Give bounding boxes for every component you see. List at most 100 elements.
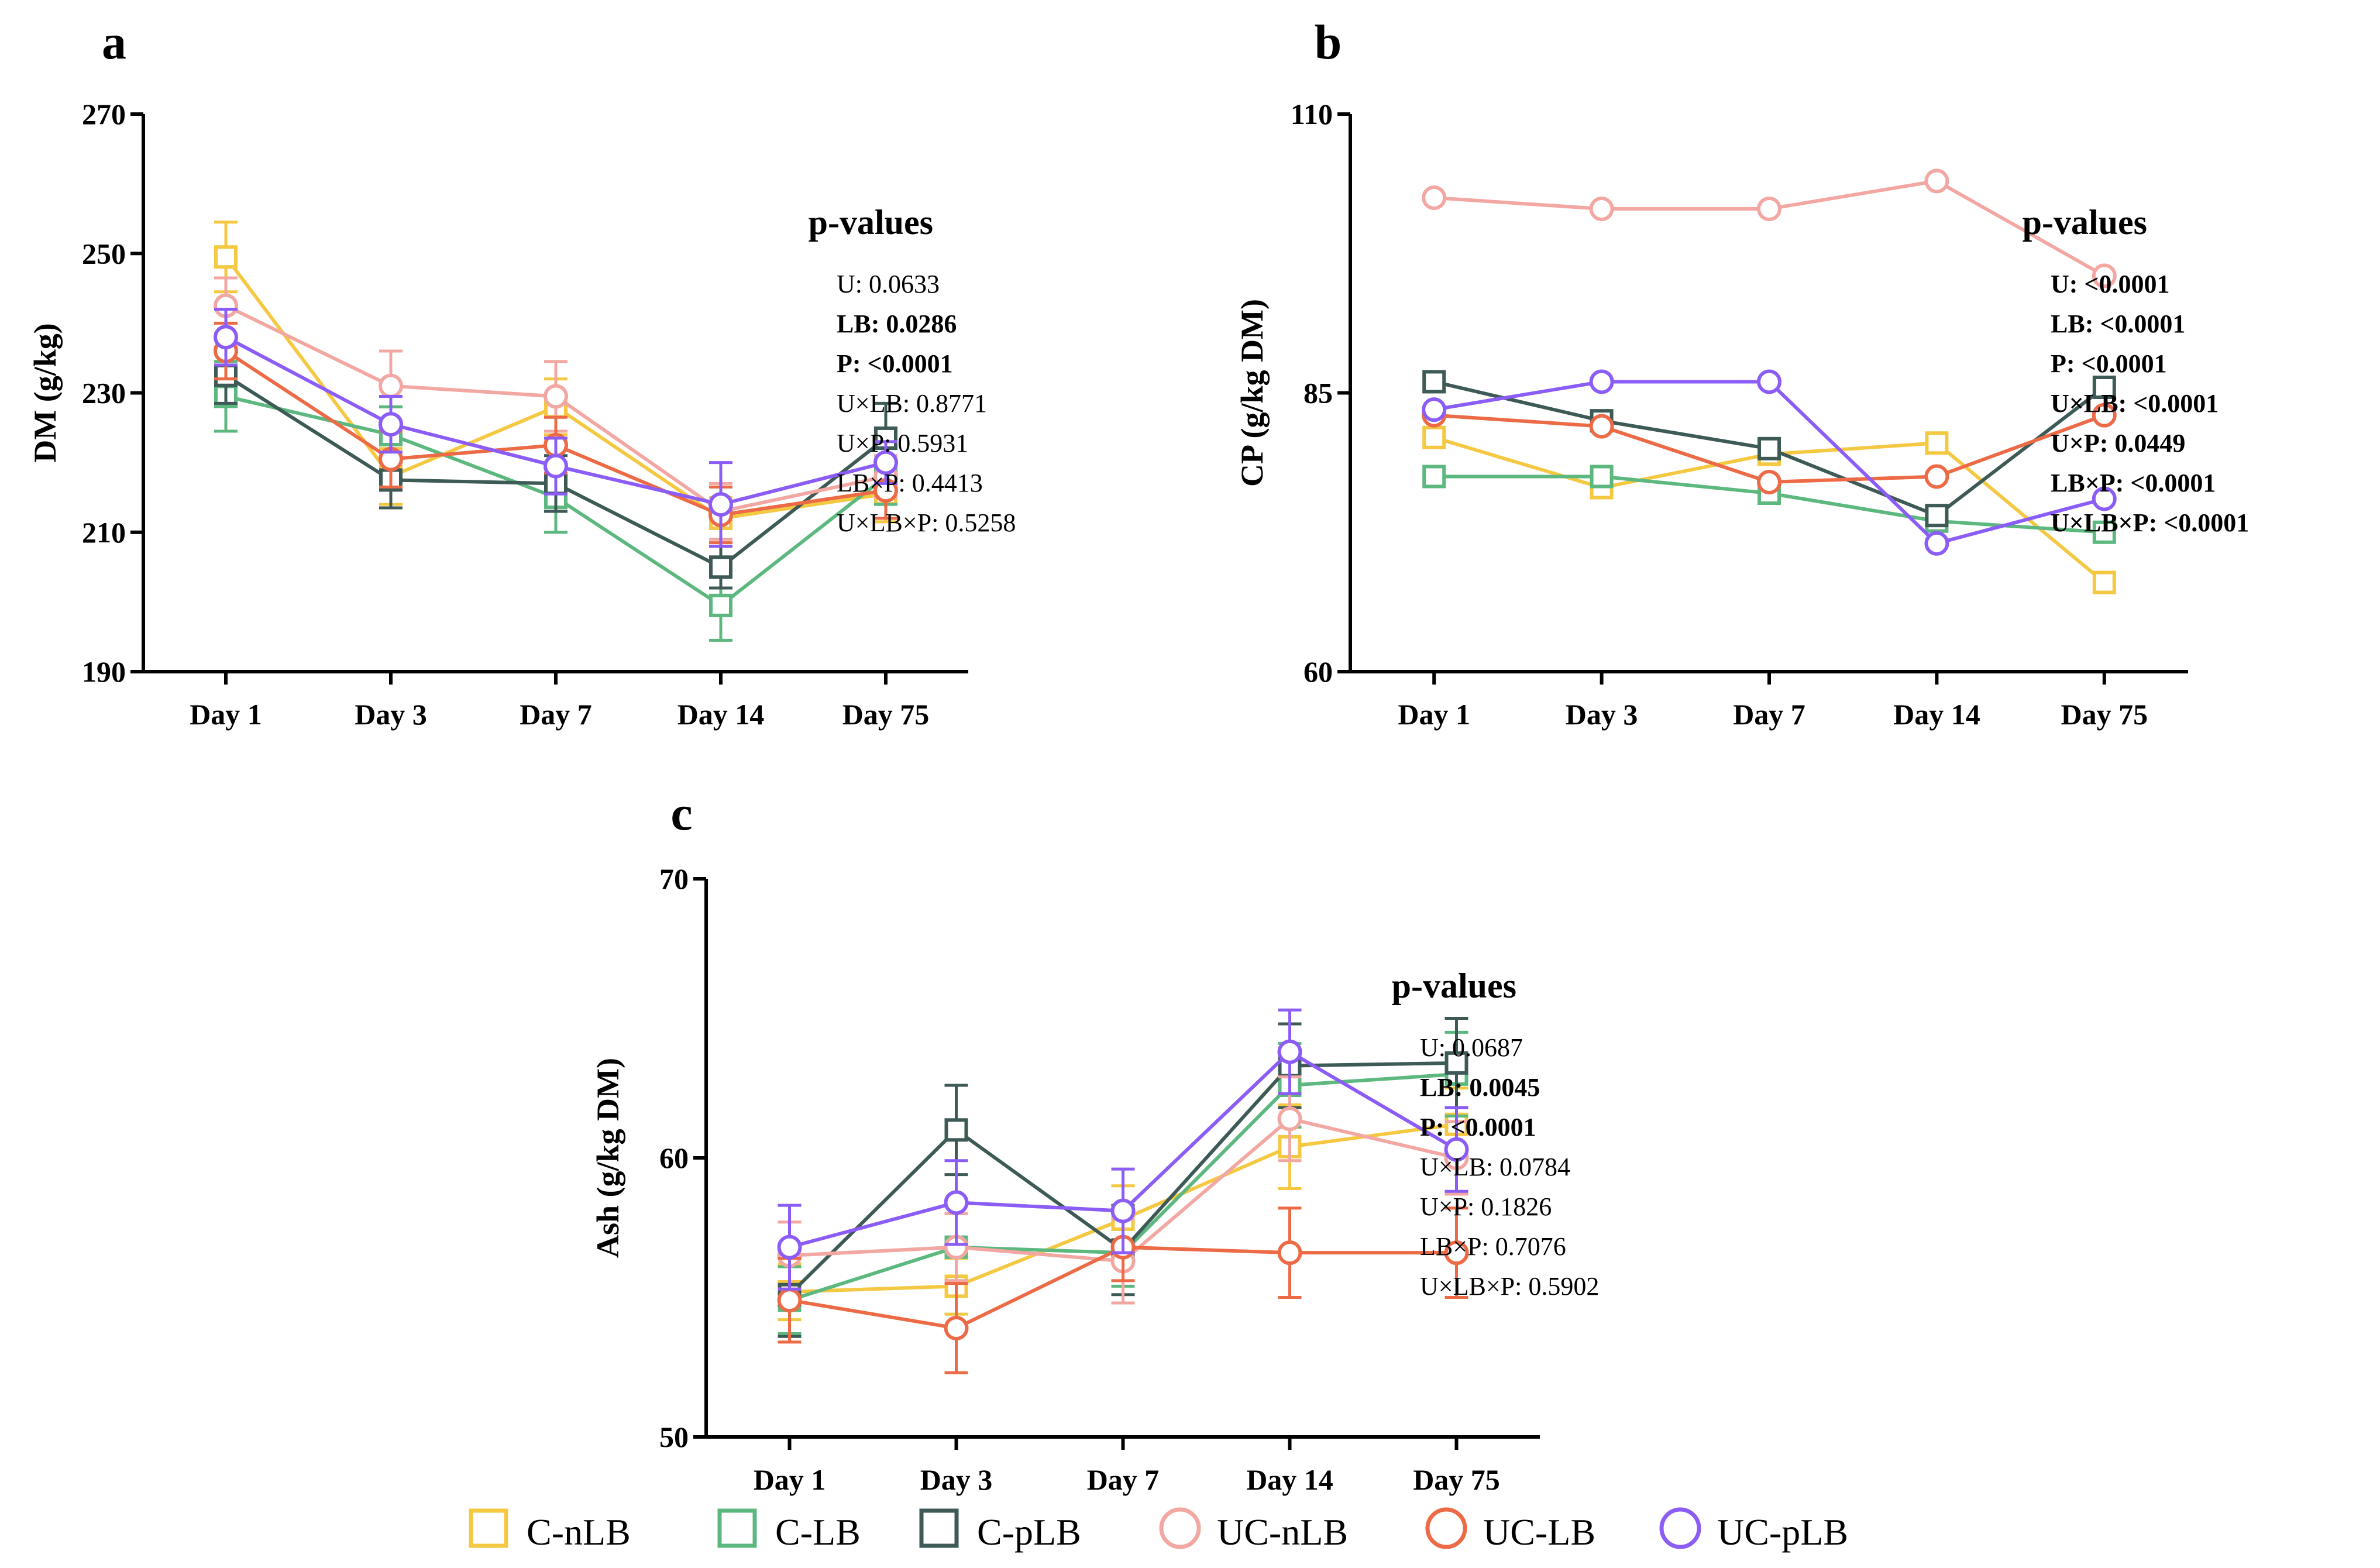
x-tick-label: Day 75 [1413,1463,1500,1496]
pvalue-line: P: <0.0001 [1420,1113,1536,1141]
data-point [2092,570,2116,594]
pvalue-line: LB: 0.0045 [1420,1073,1540,1102]
data-point [2092,520,2116,544]
x-tick-label: Day 75 [2061,698,2148,731]
panel-letter: c [670,786,692,841]
y-tick-label: 70 [659,862,689,895]
data-point [944,1190,969,1215]
data-point [1924,464,1949,489]
data-point [777,1288,802,1313]
data-point [1277,1240,1302,1266]
data-point [1757,469,1781,494]
data-point [944,1118,968,1142]
data-point [1924,169,1949,194]
data-point [1589,197,1614,222]
legend-label: C-LB [775,1511,861,1553]
pvalue-line: P: <0.0001 [837,349,953,378]
data-point [1758,436,1781,460]
x-tick-label: Day 3 [355,698,427,731]
x-tick-label: Day 1 [1398,698,1470,731]
y-tick-label: 60 [1304,655,1333,688]
pvalue-line: U×LB: 0.8771 [837,389,987,418]
data-point [2092,375,2116,399]
data-point [1589,369,1614,394]
pvalue-line: LB×P: 0.7076 [1420,1232,1566,1261]
y-tick-label: 210 [82,516,126,549]
data-point [944,1315,969,1340]
pvalue-line: U×LB: 0.0784 [1420,1153,1570,1181]
panel-letter: a [102,15,126,70]
legend-marker [717,1508,757,1548]
series-line [1434,179,2106,277]
data-point [1757,369,1781,394]
pvalue-line: U×LB×P: 0.5902 [1420,1272,1599,1301]
data-point [1422,465,1446,489]
pvalues-title: p-values [1392,967,1516,1005]
legend-item: UC-nLB [1159,1507,1348,1553]
x-tick-label: Day 14 [677,698,765,731]
data-point [379,412,403,437]
data-point [544,384,568,409]
legend-marker [469,1508,508,1548]
x-tick-label: Day 14 [1893,698,1980,731]
y-tick-label: 50 [659,1421,689,1453]
data-point [709,593,732,617]
data-point [873,450,898,475]
legend-label: UC-LB [1483,1511,1595,1553]
y-tick-label: 250 [82,237,126,270]
x-tick-label: Day 3 [1566,698,1638,731]
pvalue-line: U×P: 0.1826 [1420,1192,1552,1221]
panel-a: a 190 210 230 250 270 Day 1 Day 3 Day 7 Day 14 Day… [27,15,1016,731]
data-point [2092,486,2117,511]
data-point [2092,263,2117,288]
y-axis-title: CP (g/kg DM) [1234,299,1270,487]
x-tick-label: Day 14 [1246,1463,1333,1496]
data-point [1277,1039,1302,1064]
legend-item: C-LB [717,1508,861,1553]
pvalue-line: U×LB×P: 0.5258 [837,508,1016,537]
pvalue-line: U×P: 0.5931 [837,429,968,458]
x-tick-label: Day 75 [842,698,930,731]
legend-item: UC-LB [1425,1507,1595,1553]
data-point [1444,1240,1469,1266]
legend-label: UC-nLB [1217,1511,1348,1553]
series-UC-nLB [1422,169,2117,288]
x-tick-label: Day 3 [920,1463,993,1496]
pvalue-line: LB: <0.0001 [2051,310,2185,338]
data-point [1589,414,1614,439]
data-point [1422,370,1446,394]
y-tick-label: 230 [82,377,126,410]
pvalue-line: P: <0.0001 [2051,349,2167,378]
data-point [1110,1198,1136,1223]
y-tick-label: 110 [1291,98,1333,130]
data-point [544,453,568,479]
data-point [2092,403,2117,428]
pvalue-line: LB×P: 0.4413 [837,469,983,497]
data-point [1277,1106,1302,1132]
legend-label: C-pLB [977,1511,1081,1553]
legend-marker [1425,1507,1467,1549]
pvalue-line: LB×P: <0.0001 [2051,469,2216,497]
panel-b: b 60 85 110 Day 1 Day 3 Day 7 Day 14 Day 75 CP (g… [1234,15,2249,731]
pvalues-title: p-values [2023,203,2147,242]
pvalue-line: U×P: 0.0449 [2051,429,2185,458]
y-axis-title: Ash (g/kg DM) [590,1058,625,1258]
data-point [1925,431,1949,455]
y-tick-label: 190 [82,655,126,688]
pvalue-line: U: 0.0687 [1420,1033,1523,1062]
x-tick-label: Day 1 [754,1463,826,1496]
data-point [1422,425,1446,449]
legend-marker [919,1508,959,1548]
legend-item: C-pLB [919,1508,1081,1553]
data-point [1924,531,1949,556]
data-point [709,492,733,517]
y-axis-title: DM (g/kg) [27,323,63,462]
x-tick-label: Day 7 [520,698,592,731]
legend-marker [1159,1507,1201,1549]
data-point [1444,1051,1468,1075]
y-tick-label: 270 [82,98,126,130]
pvalue-line: U: 0.0633 [837,270,940,298]
pvalues-title: p-values [809,203,933,242]
y-tick-label: 60 [659,1141,689,1174]
